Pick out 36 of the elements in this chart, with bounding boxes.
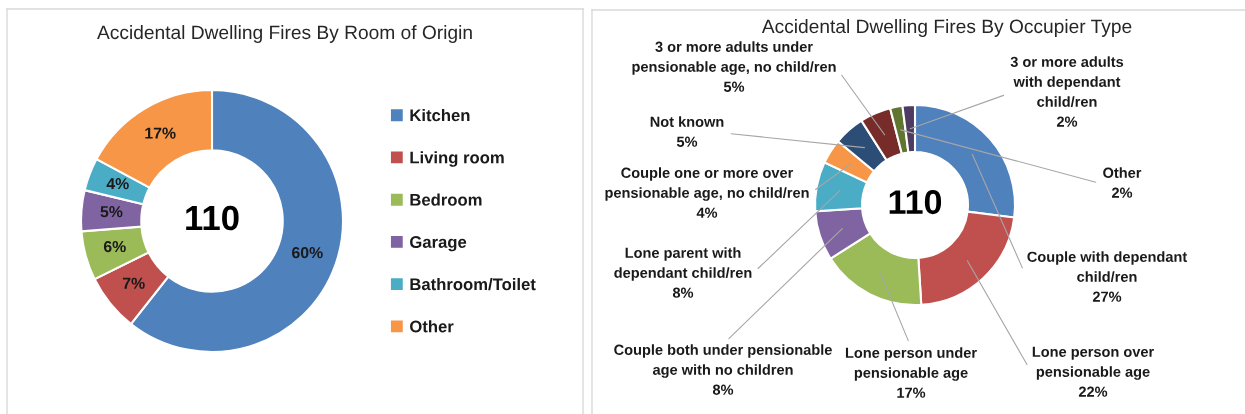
slice-label: Other [1103, 167, 1142, 178]
data-label: 6% [103, 240, 126, 253]
data-label: 5% [723, 81, 745, 92]
chart-title: Accidental Dwelling Fires By Room of Origin [97, 25, 472, 43]
slice-label: Lone person under pensionable age [845, 347, 977, 381]
text: 110 [186, 205, 239, 231]
text: 110 [889, 190, 942, 215]
data-label: 8% [712, 384, 734, 395]
data-label: 8% [672, 287, 694, 298]
data-label: 27% [1092, 291, 1122, 302]
legend-label: Other [410, 320, 454, 333]
slice-label: 3 or more adults with dependant child/ren [1010, 56, 1124, 108]
data-label: 5% [676, 136, 698, 147]
chart-title: Accidental Dwelling Fires By Occupier Type [761, 19, 1132, 37]
data-label: 7% [122, 277, 145, 289]
legend-label: Bathroom/Toilet [410, 277, 536, 291]
slice-label: Couple both under pensionable age with no children [614, 344, 832, 378]
data-label: 4% [106, 178, 129, 190]
data-label: 2% [1111, 187, 1133, 198]
slice-label: Lone parent with dependant child/ren [614, 247, 752, 281]
legend-label: Garage [410, 236, 467, 252]
legend-label: Bedroom [410, 193, 482, 206]
legend-label: Kitchen [410, 109, 470, 122]
data-label: 17% [897, 387, 926, 398]
slice-label: 3 or more adults under pensionable age, no child/ren [632, 41, 836, 75]
slice-label: Couple with dependant child/ren [1027, 251, 1188, 283]
data-label: 17% [145, 127, 176, 139]
data-label: 5% [100, 206, 123, 218]
data-label: 4% [696, 207, 718, 218]
legend-label: Living room [410, 151, 504, 167]
data-label: 2% [1056, 116, 1078, 127]
slice-label: Lone person over pensionable age [1032, 346, 1154, 380]
data-label: 60% [292, 247, 323, 259]
data-label: 22% [1078, 386, 1108, 397]
slice-label: Couple one or more over pensionable age, no child/ren [605, 167, 809, 201]
slice-label: Not known [650, 116, 724, 127]
